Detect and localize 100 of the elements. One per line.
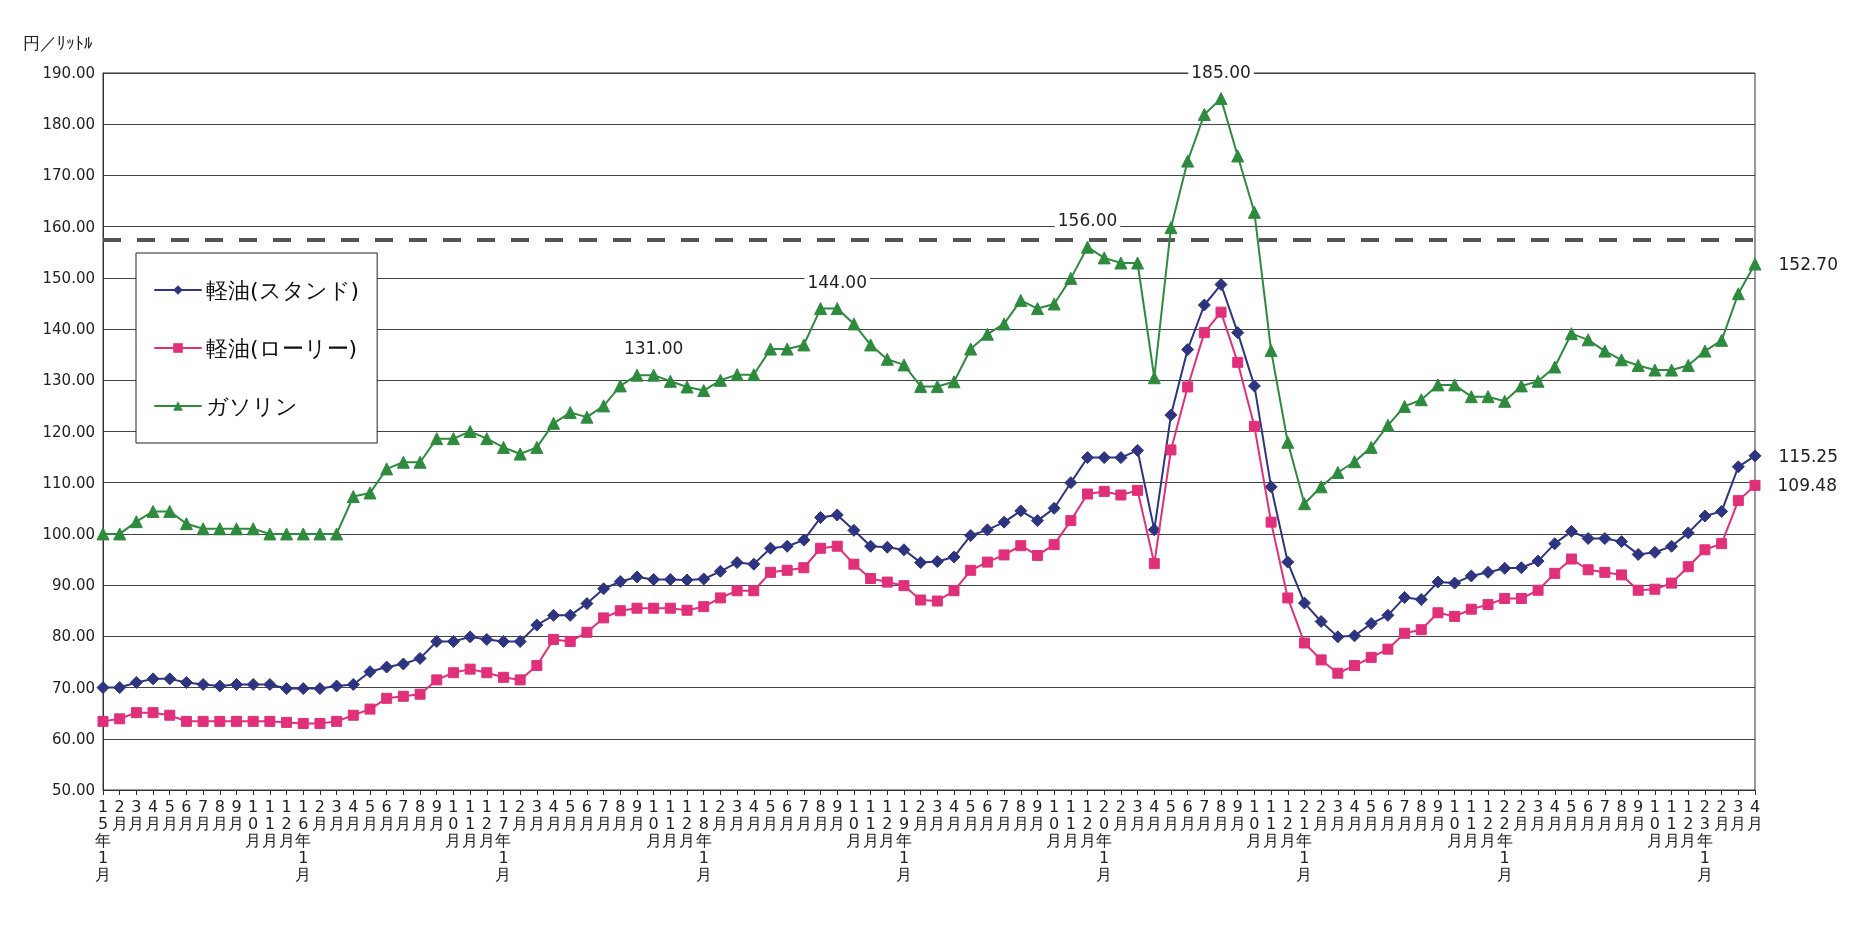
x-tick-label: 8月 <box>1413 797 1430 833</box>
x-tick-label: 9月 <box>829 797 846 833</box>
x-tick-label: 9月 <box>1429 797 1446 833</box>
x-tick-label: 12月 <box>679 797 696 850</box>
y-tick-label: 90.00 <box>52 576 95 595</box>
x-tick-label: 6月 <box>178 797 195 833</box>
x-tick-label: 4月 <box>545 797 562 833</box>
x-tick-label: 5月 <box>762 797 779 833</box>
x-tick-label: 16年1月 <box>295 797 312 884</box>
x-tick-label: 2月 <box>1513 797 1530 833</box>
x-tick-label: 17年1月 <box>495 797 512 884</box>
x-tick-label: 7月 <box>996 797 1013 833</box>
x-tick-label: 15年1月 <box>95 797 111 884</box>
x-tick-label: 5月 <box>1162 797 1179 833</box>
y-tick-label: 80.00 <box>52 627 95 646</box>
x-tick-label: 11月 <box>662 797 679 850</box>
x-tick-label: 6月 <box>979 797 996 833</box>
x-tick-label: 2月 <box>912 797 929 833</box>
x-tick-label: 8月 <box>1613 797 1630 833</box>
x-tick-label: 6月 <box>779 797 796 833</box>
x-tick-label: 8月 <box>812 797 829 833</box>
x-tick-label: 2月 <box>712 797 729 833</box>
x-tick-label: 9月 <box>1630 797 1647 833</box>
x-tick-label: 6月 <box>578 797 595 833</box>
data-label: 144.00 <box>807 271 867 292</box>
y-tick-label: 140.00 <box>42 320 95 339</box>
x-tick-label: 3月 <box>1129 797 1146 833</box>
x-tick-label: 11月 <box>1263 797 1280 850</box>
x-tick-label: 5月 <box>161 797 178 833</box>
y-tick-label: 70.00 <box>52 678 95 697</box>
x-tick-label: 8月 <box>211 797 228 833</box>
x-tick-label: 12月 <box>1480 797 1497 850</box>
x-tick-label: 4月 <box>745 797 762 833</box>
legend-label: ガソリン <box>206 393 298 419</box>
y-tick-label: 160.00 <box>42 217 95 236</box>
x-tick-label: 11月 <box>1463 797 1480 850</box>
x-tick-label: 9月 <box>1229 797 1246 833</box>
y-tick-label: 120.00 <box>42 422 95 441</box>
x-tick-label: 12月 <box>1279 797 1296 850</box>
x-tick-label: 9月 <box>628 797 645 833</box>
x-tick-label: 7月 <box>395 797 412 833</box>
x-tick-label: 6月 <box>1179 797 1196 833</box>
x-tick-label: 4月 <box>1546 797 1563 833</box>
x-tick-label: 20年1月 <box>1096 797 1113 884</box>
x-tick-label: 4月 <box>946 797 963 833</box>
data-label: 152.70 <box>1778 254 1838 275</box>
x-tick-label: 7月 <box>1396 797 1413 833</box>
x-tick-label: 3月 <box>1530 797 1547 833</box>
x-tick-label: 11月 <box>261 797 278 850</box>
data-label: 156.00 <box>1057 210 1118 231</box>
y-tick-label: 110.00 <box>42 473 95 492</box>
legend-label: 軽油(ローリー) <box>206 335 358 361</box>
x-tick-label: 8月 <box>612 797 629 833</box>
x-tick-label: 9月 <box>1029 797 1046 833</box>
x-tick-label: 12月 <box>1680 797 1697 850</box>
x-tick-label: 22年1月 <box>1496 797 1513 884</box>
x-tick-label: 12月 <box>879 797 896 850</box>
x-tick-label: 2月 <box>512 797 529 833</box>
x-tick-label: 21年1月 <box>1296 797 1313 884</box>
x-tick-label: 10月 <box>645 797 662 850</box>
x-tick-label: 6月 <box>1379 797 1396 833</box>
x-tick-label: 12月 <box>1079 797 1096 850</box>
x-tick-label: 12月 <box>278 797 295 850</box>
x-tick-label: 9月 <box>428 797 445 833</box>
x-tick-label: 10月 <box>1246 797 1263 850</box>
x-tick-label: 23年1月 <box>1696 797 1713 884</box>
x-tick-label: 2月 <box>1313 797 1330 833</box>
x-tick-label: 7月 <box>795 797 812 833</box>
x-tick-label: 10月 <box>1046 797 1063 850</box>
y-tick-label: 190.00 <box>42 64 95 82</box>
legend-label: 軽油(スタンド) <box>206 277 360 303</box>
x-tick-label: 8月 <box>1012 797 1029 833</box>
x-tick-label: 6月 <box>1580 797 1597 833</box>
x-tick-label: 3月 <box>929 797 946 833</box>
x-tick-label: 2月 <box>1713 797 1730 833</box>
x-tick-label: 4月 <box>345 797 362 833</box>
x-tick-label: 7月 <box>1596 797 1613 833</box>
data-label: 131.00 <box>623 338 684 359</box>
x-tick-label: 10月 <box>445 797 462 850</box>
y-tick-label: 100.00 <box>42 524 95 543</box>
x-tick-label: 3月 <box>128 797 145 833</box>
x-tick-label: 10月 <box>245 797 262 850</box>
data-label: 115.25 <box>1778 445 1838 466</box>
x-tick-label: 19年1月 <box>895 797 912 884</box>
x-tick-label: 3月 <box>328 797 345 833</box>
y-tick-label: 130.00 <box>42 371 95 390</box>
y-axis-title: 円／ﾘｯﾄﾙ <box>23 32 93 53</box>
x-tick-label: 11月 <box>1663 797 1680 850</box>
x-tick-label: 7月 <box>595 797 612 833</box>
x-tick-label: 9月 <box>228 797 245 833</box>
x-tick-label: 11月 <box>862 797 879 850</box>
x-tick-label: 2月 <box>1112 797 1129 833</box>
y-tick-label: 60.00 <box>52 729 95 748</box>
x-tick-label: 11月 <box>1062 797 1079 850</box>
x-tick-label: 2月 <box>111 797 128 833</box>
x-tick-label: 4月 <box>145 797 162 833</box>
x-tick-label: 5月 <box>962 797 979 833</box>
x-tick-label: 10月 <box>845 797 862 850</box>
data-label: 109.48 <box>1777 475 1837 496</box>
x-tick-label: 3月 <box>528 797 545 833</box>
